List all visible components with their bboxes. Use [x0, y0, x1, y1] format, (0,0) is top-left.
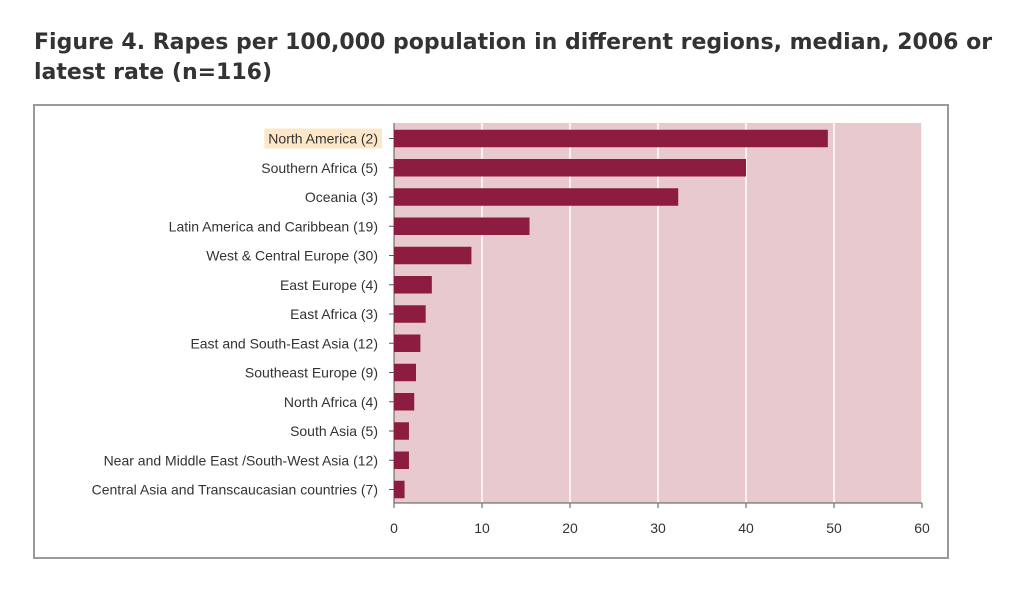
bar	[394, 393, 415, 411]
x-tick-label: 0	[390, 520, 398, 536]
highlight-label-background	[264, 128, 382, 149]
category-label: East and South-East Asia (12)	[190, 335, 378, 351]
x-tick-label: 20	[562, 520, 578, 536]
category-label: Near and Middle East /South-West Asia (1…	[104, 452, 378, 468]
bar	[394, 129, 828, 148]
category-label: South Asia (5)	[290, 423, 378, 439]
bar	[394, 363, 416, 382]
bar	[394, 217, 530, 235]
figure-title: Figure 4. Rapes per 100,000 population i…	[34, 30, 993, 85]
category-label: East Africa (3)	[290, 306, 378, 322]
bar	[394, 188, 679, 206]
bar	[394, 159, 746, 177]
x-tick-label: 10	[474, 520, 490, 536]
bar	[394, 334, 421, 352]
category-label: East Europe (4)	[280, 277, 378, 293]
bar	[394, 480, 405, 499]
x-tick-label: 60	[914, 520, 930, 536]
bar	[394, 422, 409, 440]
category-label: North Africa (4)	[284, 394, 378, 410]
bar	[394, 305, 426, 323]
category-label: West & Central Europe (30)	[206, 248, 378, 264]
bar	[394, 451, 409, 469]
category-label: Oceania (3)	[305, 189, 378, 205]
x-tick-label: 30	[650, 520, 666, 536]
bar	[394, 276, 432, 294]
category-label: North America (2)	[268, 131, 378, 147]
x-tick-label: 50	[826, 520, 842, 536]
category-label: Southeast Europe (9)	[245, 365, 378, 381]
category-label: Southern Africa (5)	[261, 160, 378, 176]
category-label: Central Asia and Transcaucasian countrie…	[92, 482, 378, 498]
category-label: Latin America and Caribbean (19)	[169, 218, 378, 234]
x-tick-label: 40	[738, 520, 754, 536]
bar	[394, 246, 472, 265]
